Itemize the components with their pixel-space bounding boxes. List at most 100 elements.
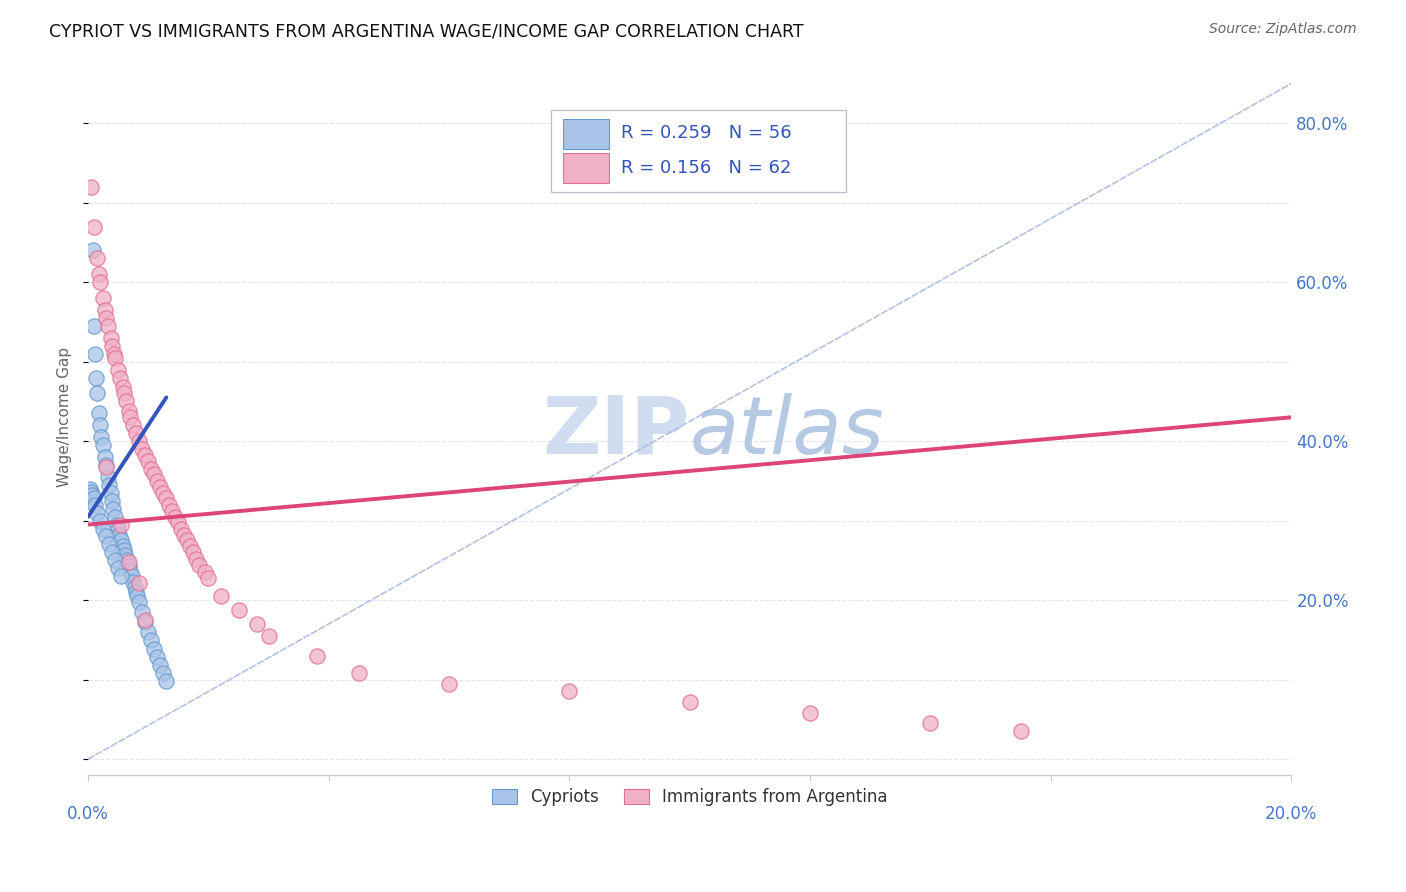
Point	[104, 351, 127, 365]
Point	[79, 482, 101, 496]
Point	[97, 318, 120, 333]
Point	[96, 458, 118, 472]
Point	[122, 574, 145, 589]
Point	[104, 553, 127, 567]
Point	[107, 362, 129, 376]
Point	[131, 605, 153, 619]
Point	[127, 589, 149, 603]
Point	[143, 467, 166, 482]
Point	[305, 648, 328, 663]
Point	[228, 602, 250, 616]
Point	[149, 480, 172, 494]
Text: 0.0%: 0.0%	[67, 805, 110, 823]
Legend: Cypriots, Immigrants from Argentina: Cypriots, Immigrants from Argentina	[485, 781, 894, 814]
Point	[104, 509, 127, 524]
Point	[186, 551, 208, 566]
Point	[98, 537, 121, 551]
Point	[131, 442, 153, 456]
Point	[103, 346, 125, 360]
Point	[112, 539, 135, 553]
Point	[146, 474, 169, 488]
Point	[149, 658, 172, 673]
Point	[105, 517, 128, 532]
Point	[152, 485, 174, 500]
Point	[120, 410, 142, 425]
Point	[136, 624, 159, 639]
FancyBboxPatch shape	[564, 153, 609, 184]
Point	[80, 485, 103, 500]
Point	[194, 566, 217, 580]
Point	[110, 517, 132, 532]
Point	[86, 386, 108, 401]
Point	[110, 569, 132, 583]
Point	[101, 545, 124, 559]
Point	[120, 564, 142, 578]
FancyBboxPatch shape	[564, 119, 609, 149]
Point	[799, 706, 821, 720]
Text: R = 0.259   N = 56: R = 0.259 N = 56	[621, 124, 792, 143]
Point	[89, 418, 111, 433]
Point	[108, 528, 131, 542]
Point	[162, 504, 184, 518]
Point	[112, 386, 135, 401]
Point	[94, 450, 117, 464]
Point	[107, 561, 129, 575]
Point	[115, 394, 138, 409]
Point	[141, 462, 163, 476]
Point	[86, 252, 108, 266]
Point	[89, 514, 111, 528]
Point	[347, 666, 370, 681]
Point	[82, 244, 104, 258]
Text: Source: ZipAtlas.com: Source: ZipAtlas.com	[1209, 22, 1357, 37]
Point	[112, 543, 135, 558]
Point	[152, 666, 174, 681]
Point	[167, 515, 190, 529]
FancyBboxPatch shape	[551, 110, 846, 192]
Point	[157, 498, 180, 512]
Point	[197, 571, 219, 585]
Point	[128, 575, 150, 590]
Point	[125, 585, 148, 599]
Point	[90, 430, 112, 444]
Point	[100, 485, 122, 500]
Point	[112, 380, 135, 394]
Point	[97, 470, 120, 484]
Point	[91, 438, 114, 452]
Text: ZIP: ZIP	[543, 392, 690, 471]
Text: CYPRIOT VS IMMIGRANTS FROM ARGENTINA WAGE/INCOME GAP CORRELATION CHART: CYPRIOT VS IMMIGRANTS FROM ARGENTINA WAG…	[49, 22, 804, 40]
Point	[96, 310, 118, 325]
Point	[91, 522, 114, 536]
Point	[108, 370, 131, 384]
Point	[134, 615, 156, 630]
Point	[84, 370, 107, 384]
Point	[679, 695, 702, 709]
Point	[128, 595, 150, 609]
Point	[96, 529, 118, 543]
Point	[124, 580, 146, 594]
Point	[83, 219, 105, 234]
Point	[134, 449, 156, 463]
Text: R = 0.156   N = 62: R = 0.156 N = 62	[621, 159, 792, 177]
Point	[84, 346, 107, 360]
Point	[121, 569, 143, 583]
Point	[165, 509, 187, 524]
Point	[118, 404, 141, 418]
Point	[83, 498, 105, 512]
Point	[82, 488, 104, 502]
Point	[96, 459, 118, 474]
Point	[188, 558, 211, 573]
Point	[246, 616, 269, 631]
Point	[101, 339, 124, 353]
Point	[173, 528, 195, 542]
Text: atlas: atlas	[690, 392, 884, 471]
Point	[100, 331, 122, 345]
Point	[128, 434, 150, 449]
Point	[86, 506, 108, 520]
Point	[141, 632, 163, 647]
Point	[122, 418, 145, 433]
Point	[83, 491, 105, 506]
Point	[437, 676, 460, 690]
Point	[257, 629, 280, 643]
Point	[146, 650, 169, 665]
Point	[89, 275, 111, 289]
